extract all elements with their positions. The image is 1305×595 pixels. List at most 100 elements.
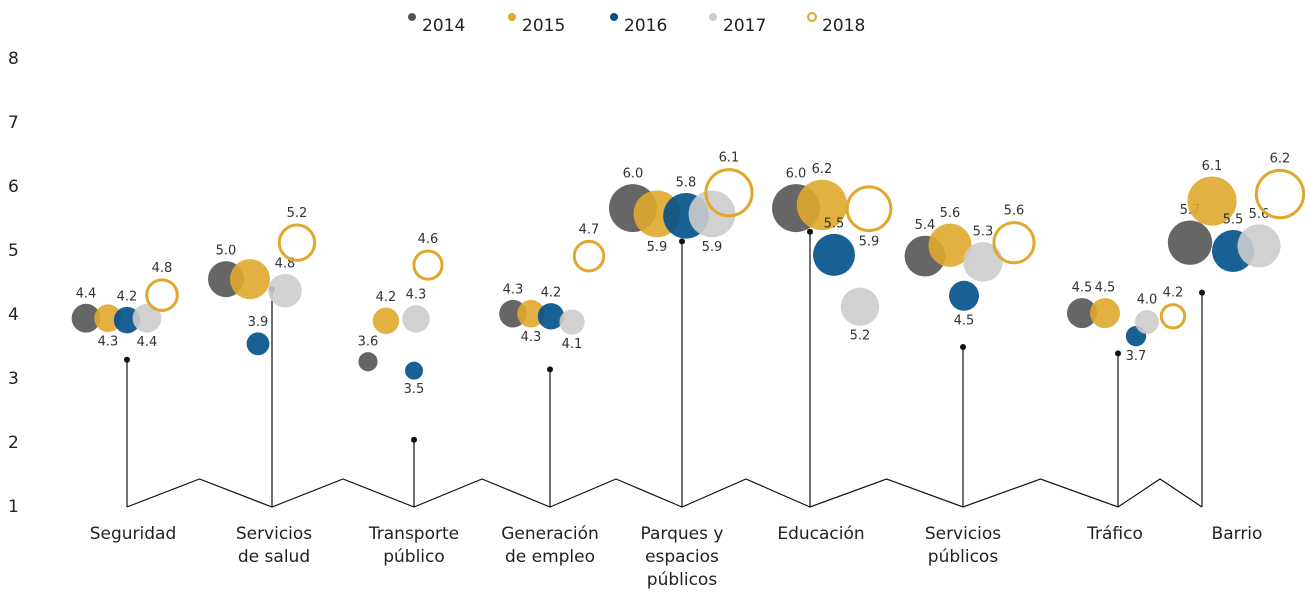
x-tick-line: Parques y: [641, 524, 724, 544]
value-label: 6.2: [1270, 151, 1291, 166]
bubble: [1187, 176, 1237, 226]
value-label: 5.9: [702, 240, 723, 255]
value-label: 5.2: [287, 206, 308, 221]
value-label: 5.6: [1004, 204, 1025, 219]
x-tick-line: de empleo: [505, 547, 595, 567]
x-tick-line: Servicios: [236, 524, 312, 544]
bubble: [559, 309, 585, 335]
x-tick-label: Transporte público: [368, 524, 459, 567]
value-label: 6.0: [623, 167, 644, 182]
bubble: [402, 305, 430, 333]
value-label: 5.4: [915, 218, 936, 233]
stem-dot: [960, 344, 966, 350]
x-tick-label: Servicios de salud: [236, 524, 312, 567]
value-label: 4.2: [1163, 286, 1184, 301]
value-label: 4.1: [562, 337, 583, 352]
value-label: 5.9: [647, 240, 668, 255]
x-tick-line: espacios: [645, 547, 719, 567]
value-label: 4.3: [521, 330, 542, 345]
legend-label: 2016: [624, 16, 667, 36]
value-label: 4.3: [98, 335, 119, 350]
x-tick-line: públicos: [928, 547, 999, 567]
bubble: [71, 303, 101, 333]
value-label: 4.7: [579, 222, 600, 237]
bubble: [145, 278, 179, 312]
bubble: [704, 168, 754, 218]
value-label: 5.0: [216, 244, 237, 259]
bubble: [132, 303, 162, 333]
bubble: [992, 221, 1036, 265]
bubble: [268, 273, 302, 308]
legend-marker: [508, 13, 516, 21]
legend-marker: [408, 13, 416, 21]
value-label: 4.3: [503, 282, 524, 297]
value-label: 5.5: [824, 216, 845, 231]
value-label: 3.9: [248, 315, 269, 330]
y-tick-label: 4: [8, 305, 19, 325]
x-tick-line: Educación: [777, 524, 864, 544]
bubble: [928, 223, 972, 267]
value-label: 4.5: [1095, 281, 1116, 296]
x-tick-line: Generación: [501, 524, 599, 544]
bubble: [1254, 168, 1305, 220]
bubble: [949, 280, 979, 311]
value-label: 3.7: [1126, 349, 1147, 364]
bubble: [840, 287, 880, 326]
value-label: 3.5: [404, 382, 425, 397]
value-label: 4.0: [1137, 293, 1158, 308]
x-tick-label: Servicios públicos: [925, 524, 1001, 567]
x-tick-line: público: [383, 547, 445, 567]
bubble: [246, 332, 270, 356]
x-tick-label: Tráfico: [1086, 524, 1143, 544]
stem-dot: [124, 356, 130, 363]
legend-marker: [610, 13, 618, 21]
legend-label: 2017: [723, 16, 766, 36]
x-tick-label: Generación de empleo: [501, 524, 599, 567]
bubble: [358, 352, 378, 372]
x-tick-line: Servicios: [925, 524, 1001, 544]
value-label: 6.1: [1202, 159, 1223, 174]
y-tick-label: 7: [8, 113, 19, 133]
bubble: [537, 303, 565, 330]
baseline: [126, 478, 1203, 508]
stem-dot: [547, 366, 553, 373]
value-label: 4.4: [76, 286, 97, 301]
value-label: 5.9: [859, 235, 880, 250]
value-label: 5.3: [973, 225, 994, 240]
stem-dot: [1199, 289, 1205, 296]
value-label: 4.2: [376, 290, 397, 305]
value-label: 4.2: [541, 286, 562, 301]
y-tick-label: 1: [8, 497, 19, 517]
stem-dot: [1115, 350, 1121, 357]
y-tick-label: 8: [8, 49, 19, 69]
value-label: 4.6: [418, 232, 439, 247]
x-tick-label: Parques y espacios públicos: [641, 524, 724, 590]
stem-dot: [411, 436, 417, 443]
x-tick-line: Transporte: [368, 524, 459, 544]
legend-marker: [807, 12, 817, 22]
x-tick-line: Barrio: [1212, 524, 1263, 544]
bubble: [277, 223, 317, 262]
value-label: 3.6: [358, 335, 379, 350]
bubble: [517, 299, 545, 328]
legend-marker: [709, 13, 717, 21]
x-tick-line: Seguridad: [90, 524, 177, 544]
y-tick-label: 6: [8, 177, 19, 197]
y-tick-label: 2: [8, 433, 19, 453]
bubble: [1237, 224, 1281, 268]
bubble: [1067, 298, 1097, 329]
legend-label: 2018: [822, 16, 865, 36]
bubble: [813, 233, 855, 276]
value-label: 6.2: [812, 162, 833, 177]
value-label: 6.0: [786, 167, 807, 182]
bubble: [405, 361, 423, 380]
stem-dot: [679, 238, 685, 245]
x-tick-label: Educación: [777, 524, 864, 544]
value-label: 5.6: [940, 206, 961, 221]
value-label: 6.1: [719, 151, 740, 166]
bubble: [412, 249, 444, 281]
legend-label: 2014: [422, 16, 465, 36]
value-label: 4.5: [1072, 281, 1093, 296]
value-label: 5.8: [676, 176, 697, 191]
